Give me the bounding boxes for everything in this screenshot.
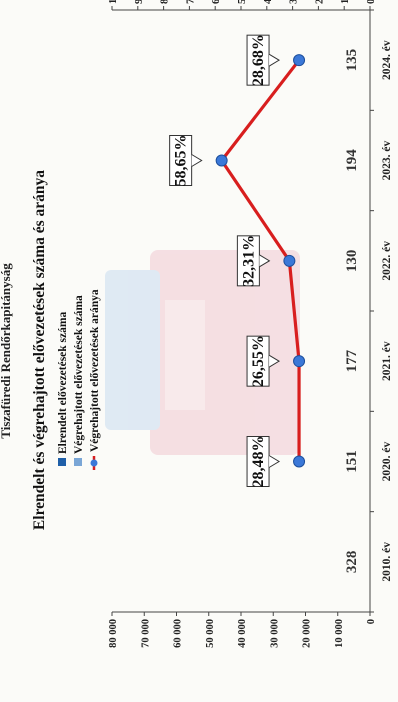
percent-callout-pointer — [268, 354, 281, 368]
right-axis-tick-label: 60% — [211, 0, 222, 4]
count-label: 328 — [344, 551, 360, 574]
left-axis-tick-label: 40 000 — [237, 619, 248, 648]
legend-label-ordered: Elrendelt elővezetések száma — [57, 312, 69, 454]
ratio-marker — [293, 455, 306, 468]
legend-marker-ratio — [90, 459, 98, 467]
right-axis-tick-label: 0% — [366, 0, 377, 4]
category-label: 2022. év — [381, 241, 393, 281]
percent-label: 28,68% — [250, 34, 267, 86]
percent-label: 28,48% — [250, 436, 267, 488]
right-axis-tick-label: 100% — [108, 0, 119, 4]
right-axis-tick-label: 90% — [134, 0, 145, 4]
count-label: 135 — [344, 49, 360, 72]
right-axis-tick-label: 70% — [185, 0, 196, 4]
legend: Elrendelt elővezetések száma Végrehajtot… — [57, 289, 101, 470]
right-axis-tick-label: 40% — [263, 0, 274, 4]
legend-label-executed: Végrehajtott elővezetések száma — [73, 295, 85, 454]
ratio-marker — [293, 54, 306, 67]
left-axis-tick-label: 50 000 — [205, 619, 216, 648]
left-axis-tick-label: 70 000 — [140, 619, 151, 648]
category-label: 2021. év — [381, 341, 393, 381]
ratio-marker — [283, 254, 296, 267]
ratio-marker — [293, 355, 306, 368]
count-label: 194 — [344, 149, 360, 172]
category-label: 2020. év — [381, 441, 393, 481]
percent-callout-pointer — [268, 455, 281, 468]
left-axis-tick-label: 80 000 — [108, 619, 119, 648]
percent-callout-pointer — [259, 254, 271, 268]
right-axis-tick-label: 10% — [340, 0, 351, 4]
left-axis-tick-label: 60 000 — [173, 619, 184, 648]
right-axis-tick-label: 30% — [289, 0, 300, 4]
chart-title: Elrendelt és végrehajtott elővezetések s… — [31, 170, 48, 530]
ratio-line-segment — [287, 259, 301, 363]
right-axis-tick-label: 50% — [237, 0, 248, 4]
count-label: 151 — [344, 450, 360, 473]
category-label: 2024. év — [381, 40, 393, 80]
left-axis-tick-label: 10 000 — [334, 619, 345, 648]
chart-header: Tiszafüredi Rendőrkapitányság — [0, 263, 13, 439]
percent-label: 58,65% — [173, 135, 190, 187]
ratio-marker — [215, 154, 228, 167]
left-axis-tick-label: 30 000 — [269, 619, 280, 648]
count-label: 130 — [344, 250, 360, 273]
left-axis-tick-label: 0 — [366, 619, 377, 624]
left-axis-tick-label: 20 000 — [302, 619, 313, 648]
legend-label-ratio: Végrehajtott elővezetések aránya — [89, 289, 101, 452]
percent-label: 32,31% — [240, 235, 257, 287]
percent-label: 26,55% — [250, 335, 267, 387]
count-label: 177 — [344, 349, 360, 372]
category-label: 2010. év — [381, 542, 393, 582]
category-label: 2023. év — [381, 140, 393, 180]
percent-callout-pointer — [191, 154, 203, 167]
right-axis-tick-label: 80% — [160, 0, 171, 4]
ratio-line-segment — [220, 158, 291, 263]
legend-swatch-ordered — [58, 458, 66, 466]
ratio-line-segment — [220, 58, 301, 163]
legend-swatch-executed — [74, 458, 82, 466]
percent-callout-pointer — [268, 53, 281, 67]
watermark-emblem — [105, 250, 300, 455]
right-axis-tick-label: 20% — [314, 0, 325, 4]
